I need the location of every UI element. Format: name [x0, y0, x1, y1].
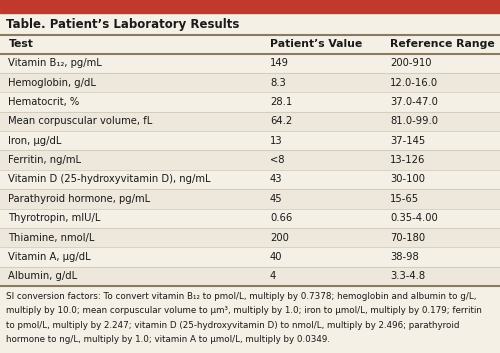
Text: 4: 4 [270, 271, 276, 281]
Bar [0, 112, 500, 131]
Text: Ferritin, ng/mL: Ferritin, ng/mL [8, 155, 82, 165]
Text: 40: 40 [270, 252, 282, 262]
Text: 81.0-99.0: 81.0-99.0 [390, 116, 438, 126]
Text: Mean corpuscular volume, fL: Mean corpuscular volume, fL [8, 116, 153, 126]
Text: 30-100: 30-100 [390, 174, 425, 185]
Text: Albumin, g/dL: Albumin, g/dL [8, 271, 78, 281]
Text: 70-180: 70-180 [390, 233, 425, 243]
Text: 15-65: 15-65 [390, 194, 419, 204]
Text: 0.35-4.00: 0.35-4.00 [390, 213, 438, 223]
Text: 38-98: 38-98 [390, 252, 419, 262]
Text: multiply by 10.0; mean corpuscular volume to μm³, multiply by 1.0; iron to μmol/: multiply by 10.0; mean corpuscular volum… [6, 306, 482, 315]
Text: 13-126: 13-126 [390, 155, 426, 165]
Text: Table. Patient’s Laboratory Results: Table. Patient’s Laboratory Results [6, 18, 239, 31]
Text: 3.3-4.8: 3.3-4.8 [390, 271, 425, 281]
Text: Patient’s Value: Patient’s Value [270, 40, 362, 49]
Bar [0, 0, 500, 13]
Text: Vitamin D (25-hydroxyvitamin D), ng/mL: Vitamin D (25-hydroxyvitamin D), ng/mL [8, 174, 211, 185]
Text: 200: 200 [270, 233, 289, 243]
Text: 12.0-16.0: 12.0-16.0 [390, 78, 438, 88]
Text: 28.1: 28.1 [270, 97, 292, 107]
Bar [0, 247, 500, 267]
Bar [0, 150, 500, 170]
Text: Parathyroid hormone, pg/mL: Parathyroid hormone, pg/mL [8, 194, 150, 204]
Bar [0, 228, 500, 247]
Text: Vitamin B₁₂, pg/mL: Vitamin B₁₂, pg/mL [8, 58, 102, 68]
Text: Thyrotropin, mIU/L: Thyrotropin, mIU/L [8, 213, 101, 223]
Text: 37-145: 37-145 [390, 136, 425, 146]
Text: <8: <8 [270, 155, 284, 165]
Bar [0, 267, 500, 286]
Text: 149: 149 [270, 58, 289, 68]
Text: Vitamin A, μg/dL: Vitamin A, μg/dL [8, 252, 91, 262]
Text: hormone to ng/L, multiply by 1.0; vitamin A to μmol/L, multiply by 0.0349.: hormone to ng/L, multiply by 1.0; vitami… [6, 335, 330, 343]
Bar [0, 54, 500, 73]
Text: Iron, μg/dL: Iron, μg/dL [8, 136, 62, 146]
Text: Hemoglobin, g/dL: Hemoglobin, g/dL [8, 78, 96, 88]
Text: SI conversion factors: To convert vitamin B₁₂ to pmol/L, multiply by 0.7378; hem: SI conversion factors: To convert vitami… [6, 292, 476, 301]
Text: to pmol/L, multiply by 2.247; vitamin D (25-hydroxyvitamin D) to nmol/L, multipl: to pmol/L, multiply by 2.247; vitamin D … [6, 321, 460, 329]
Bar [0, 92, 500, 112]
Bar [0, 189, 500, 209]
Text: 45: 45 [270, 194, 282, 204]
Text: 13: 13 [270, 136, 282, 146]
Bar [0, 131, 500, 150]
Text: 200-910: 200-910 [390, 58, 432, 68]
Text: 37.0-47.0: 37.0-47.0 [390, 97, 438, 107]
Text: 0.66: 0.66 [270, 213, 292, 223]
Text: Test: Test [8, 40, 34, 49]
Bar [0, 170, 500, 189]
Text: 8.3: 8.3 [270, 78, 286, 88]
Text: Reference Range: Reference Range [390, 40, 495, 49]
Text: 43: 43 [270, 174, 282, 185]
Bar [0, 209, 500, 228]
Text: Thiamine, nmol/L: Thiamine, nmol/L [8, 233, 95, 243]
Text: 64.2: 64.2 [270, 116, 292, 126]
Bar [0, 73, 500, 92]
Text: Hematocrit, %: Hematocrit, % [8, 97, 80, 107]
